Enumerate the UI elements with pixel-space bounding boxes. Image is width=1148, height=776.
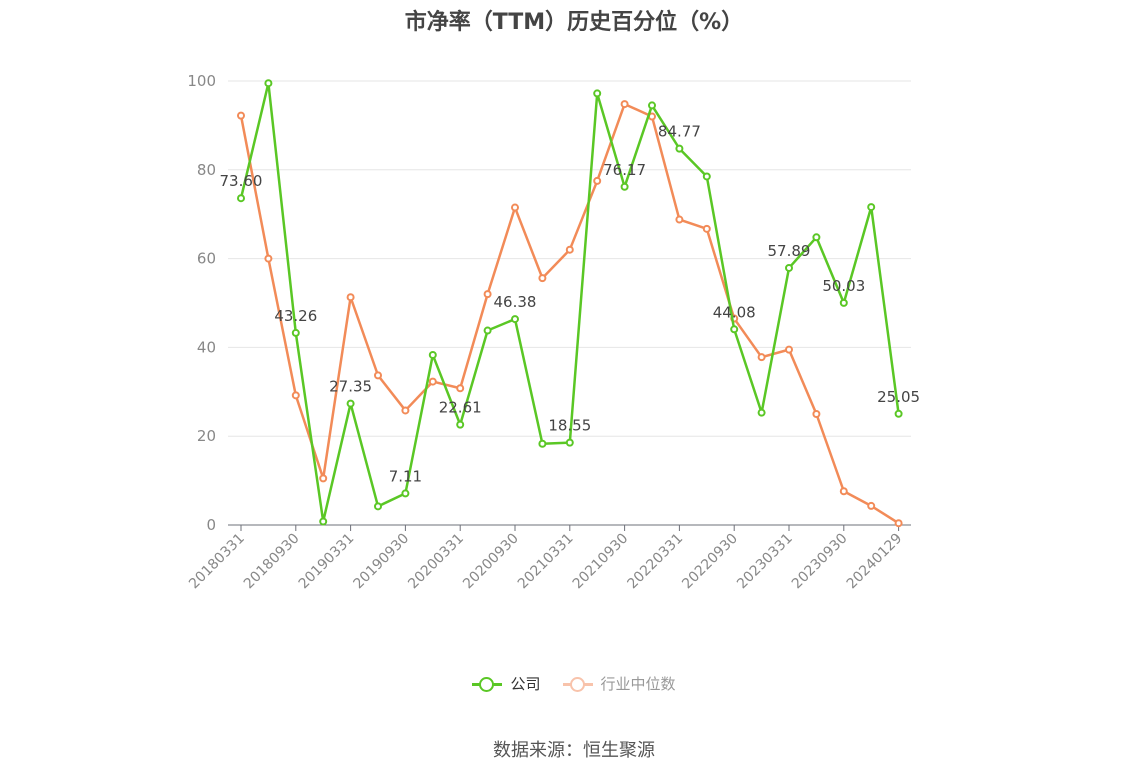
data-label: 7.11 — [389, 467, 422, 485]
data-source: 数据来源：恒生聚源 — [493, 740, 655, 761]
chart-title: 市净率（TTM）历史百分位（%） — [404, 10, 744, 35]
data-point — [483, 290, 492, 299]
data-label: 76.17 — [603, 161, 646, 179]
data-point — [428, 350, 437, 359]
series-layer — [237, 79, 903, 528]
data-point — [620, 182, 629, 191]
data-point — [675, 215, 684, 224]
x-tick-label: 20220331 — [625, 531, 687, 593]
x-tick-label: 20180331 — [186, 531, 248, 593]
y-tick-label: 40 — [197, 338, 216, 356]
x-tick-label: 20220930 — [679, 531, 741, 593]
x-tick-label: 20240129 — [844, 531, 906, 593]
legend-label: 公司 — [510, 675, 541, 693]
legend-item-company[interactable]: 公司 — [472, 673, 541, 694]
data-point — [565, 245, 574, 254]
data-point — [538, 439, 547, 448]
data-point — [401, 489, 410, 498]
line-chart: 0 20 40 60 80 100 201803312018093020190331201… — [186, 72, 921, 593]
data-point — [730, 325, 739, 334]
data-label: 73.60 — [220, 172, 263, 190]
y-tick-label: 20 — [197, 427, 216, 445]
data-point — [346, 399, 355, 408]
x-tick-label: 20190930 — [351, 531, 413, 593]
data-label: 43.26 — [274, 307, 317, 325]
data-labels: 73.60 43.26 27.35 7.11 22.61 46.38 18.55 76.17 8… — [220, 123, 921, 486]
data-point — [593, 176, 602, 185]
x-tick-label: 20180930 — [241, 531, 303, 593]
legend-item-industry-median[interactable]: 行业中位数 — [562, 673, 676, 694]
x-tick-label: 20200331 — [405, 531, 467, 593]
data-point — [237, 111, 245, 120]
data-point — [456, 384, 465, 393]
legend: 公司 行业中位数 — [0, 673, 1148, 694]
x-tick-label: 20230331 — [734, 531, 796, 593]
data-point — [264, 254, 273, 263]
data-label: 84.77 — [658, 123, 701, 141]
data-point — [593, 89, 602, 98]
data-point — [648, 101, 656, 110]
data-point — [812, 233, 821, 242]
data-point — [319, 517, 328, 526]
data-point — [237, 194, 245, 203]
data-point — [894, 519, 903, 528]
data-point — [812, 410, 821, 418]
data-point — [456, 420, 465, 429]
y-tick-label: 0 — [206, 516, 216, 534]
data-label: 18.55 — [548, 417, 591, 435]
x-tick-label: 20200930 — [460, 531, 522, 593]
data-point — [374, 371, 382, 380]
data-point — [785, 345, 793, 354]
legend-marker-icon — [562, 676, 593, 692]
data-point — [894, 409, 903, 418]
series-line — [239, 102, 900, 525]
data-point — [346, 293, 355, 302]
data-point — [483, 326, 492, 335]
data-point — [620, 100, 629, 109]
data-point — [565, 438, 574, 447]
data-point — [319, 474, 328, 483]
y-axis-ticks: 0 20 40 60 80 100 — [187, 72, 216, 534]
data-point — [702, 172, 711, 181]
x-tick-label: 20210331 — [515, 531, 577, 593]
data-point — [839, 298, 848, 307]
series-line — [239, 81, 900, 523]
data-point — [757, 353, 766, 362]
data-point — [428, 377, 437, 386]
data-point — [867, 203, 876, 212]
data-point — [757, 408, 766, 417]
data-label: 50.03 — [822, 277, 865, 295]
data-label: 22.61 — [439, 399, 482, 417]
data-point — [401, 406, 410, 415]
data-point — [291, 328, 300, 337]
data-point — [702, 224, 711, 233]
data-point — [839, 487, 848, 496]
x-tick-label: 20230930 — [789, 531, 851, 593]
data-point — [538, 274, 547, 283]
x-tick-label: 20190331 — [296, 531, 358, 593]
data-label: 27.35 — [329, 378, 372, 396]
y-tick-label: 100 — [187, 72, 216, 90]
data-point — [675, 144, 684, 153]
legend-label: 行业中位数 — [600, 675, 676, 693]
data-label: 25.05 — [877, 388, 920, 406]
data-label: 44.08 — [713, 303, 756, 321]
data-point — [374, 502, 382, 511]
data-label: 46.38 — [494, 293, 537, 311]
x-tick-label: 20210930 — [570, 531, 632, 593]
data-point — [264, 79, 273, 88]
data-point — [511, 203, 519, 212]
x-axis: 2018033120180930201903312019093020200331… — [186, 524, 911, 593]
y-tick-label: 80 — [197, 161, 216, 179]
data-point — [867, 501, 876, 510]
legend-marker-icon — [472, 676, 503, 692]
y-tick-label: 60 — [197, 250, 216, 268]
data-label: 57.89 — [768, 242, 811, 260]
data-point — [785, 263, 793, 272]
data-point — [291, 391, 300, 400]
data-point — [511, 315, 519, 324]
